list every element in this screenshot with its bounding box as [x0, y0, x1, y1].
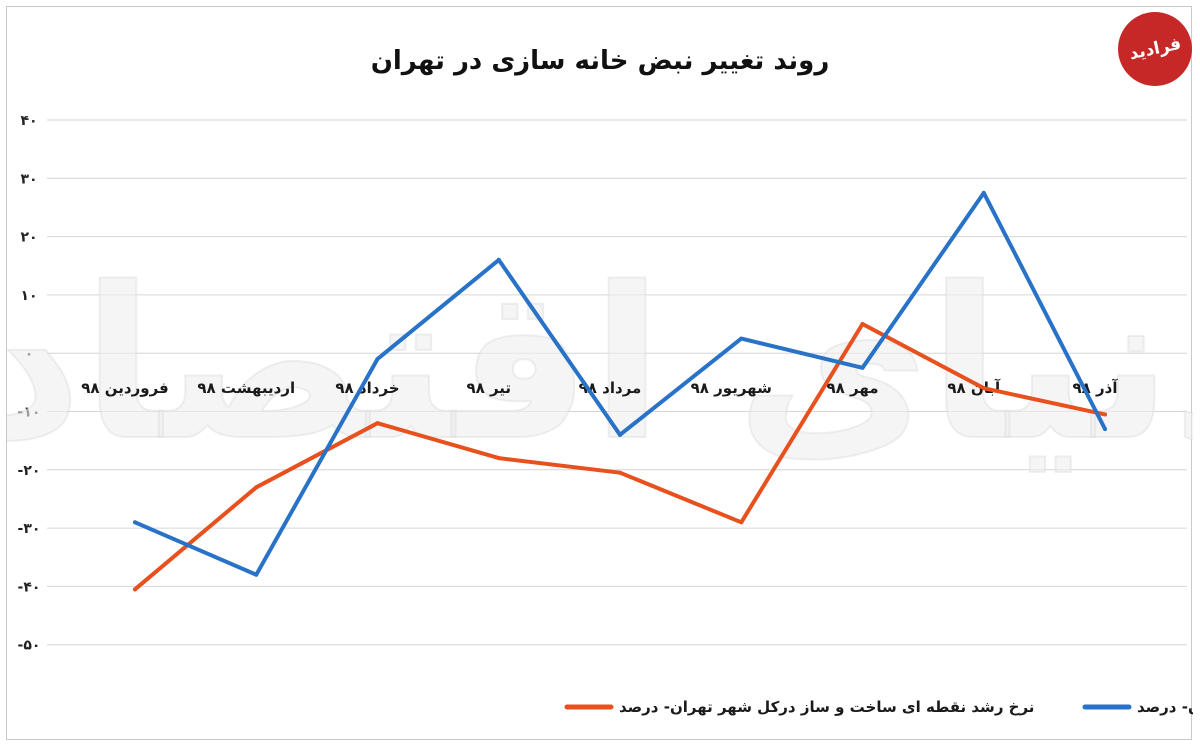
data-point [860, 322, 865, 327]
x-tick-label: فروردین ۹۸ [81, 379, 168, 397]
data-point [254, 485, 259, 490]
x-tick-label: خرداد ۹۸ [335, 379, 399, 397]
data-point [1103, 426, 1107, 431]
y-tick-label: ۰ [25, 346, 34, 362]
y-tick-label: ۲۰ [20, 230, 37, 246]
y-tick-label: -۱۰ [18, 405, 41, 421]
chart-frame: روند تغییر نبض خانه سازی در تهران ۴۰ ۳۰ ۲۰… [6, 6, 1193, 740]
data-point [496, 456, 501, 461]
line-chart: روند تغییر نبض خانه سازی در تهران ۴۰ ۳۰ ۲۰… [7, 46, 1193, 716]
data-point [496, 257, 501, 262]
data-point [1103, 412, 1107, 417]
x-tick-label: مرداد ۹۸ [579, 379, 642, 397]
y-tick-label: ۴۰ [20, 113, 37, 129]
y-tick-label: -۴۰ [18, 579, 41, 595]
data-point [618, 470, 622, 475]
x-tick-label: آبان ۹۸ [947, 379, 1001, 397]
data-point [739, 336, 744, 341]
data-point [133, 520, 137, 525]
data-point [860, 365, 865, 370]
data-point [981, 386, 986, 391]
logo: فرادید [1118, 12, 1192, 86]
data-point [254, 572, 259, 577]
x-tick-label: شهریور ۹۸ [691, 379, 772, 397]
y-tick-label: -۲۰ [18, 463, 41, 479]
data-point [618, 432, 622, 437]
x-tick-label: آذر ۹۸ [1072, 379, 1118, 397]
y-tick-label: -۵۰ [18, 638, 41, 654]
y-tick-label: -۳۰ [18, 521, 41, 537]
legend-label-0: نرخ رشد نقطه ای ساخت و ساز در بافت فرسود… [1137, 698, 1193, 716]
x-tick-label: اردیبهشت ۹۸ [197, 379, 295, 397]
x-tick-label: تیر ۹۸ [466, 379, 511, 397]
data-point [739, 520, 744, 525]
logo-text: فرادید [1127, 33, 1183, 65]
y-tick-label: ۳۰ [20, 171, 37, 187]
chart-title: روند تغییر نبض خانه سازی در تهران [371, 46, 830, 76]
data-point [375, 421, 380, 426]
y-tick-label: ۱۰ [20, 288, 37, 304]
watermark-text: دنیای اقتصاد [7, 242, 1193, 487]
x-tick-label: مهر ۹۸ [826, 379, 878, 397]
legend-label-1: نرخ رشد نقطه ای ساخت و ساز درکل شهر تهرا… [619, 698, 1034, 716]
data-point [375, 357, 380, 362]
data-point [133, 587, 137, 592]
data-point [981, 190, 986, 195]
